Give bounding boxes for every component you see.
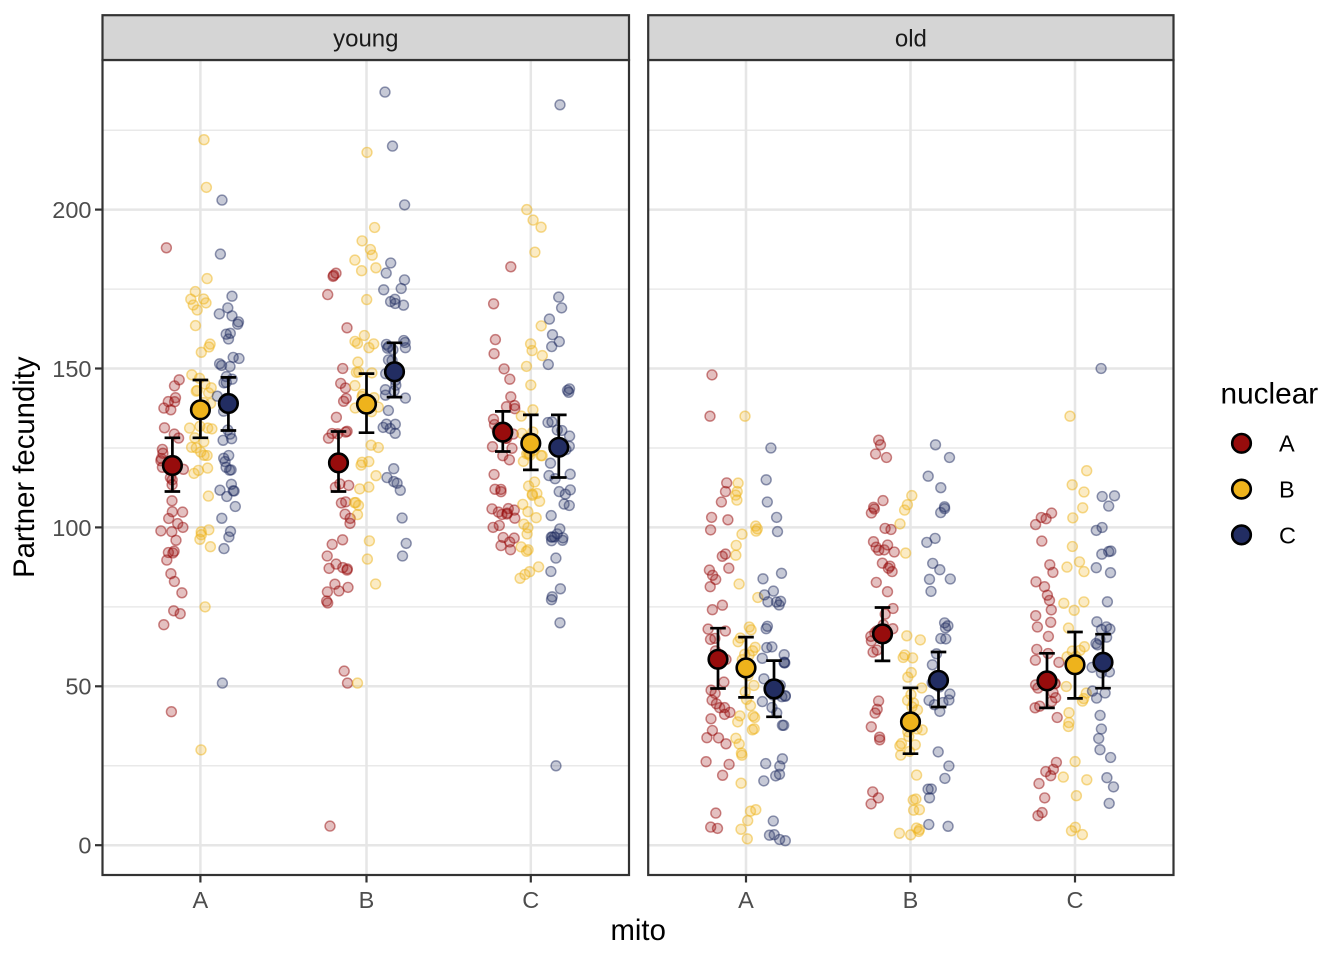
svg-text:old: old [895, 26, 927, 53]
svg-text:nuclear: nuclear [1221, 377, 1319, 410]
svg-text:young: young [333, 26, 398, 53]
svg-text:Partner fecundity: Partner fecundity [8, 356, 41, 578]
svg-text:C: C [522, 887, 539, 913]
svg-text:B: B [903, 887, 919, 913]
svg-text:C: C [1279, 522, 1296, 548]
svg-text:C: C [1067, 887, 1084, 913]
svg-text:A: A [738, 887, 754, 913]
svg-text:B: B [359, 887, 375, 913]
svg-text:200: 200 [52, 197, 91, 223]
svg-text:mito: mito [611, 914, 666, 947]
svg-text:B: B [1279, 477, 1295, 503]
svg-text:A: A [193, 887, 209, 913]
svg-text:A: A [1279, 431, 1295, 457]
svg-text:150: 150 [52, 356, 91, 382]
svg-text:50: 50 [65, 674, 91, 700]
svg-text:0: 0 [78, 833, 91, 859]
svg-text:100: 100 [52, 515, 91, 541]
